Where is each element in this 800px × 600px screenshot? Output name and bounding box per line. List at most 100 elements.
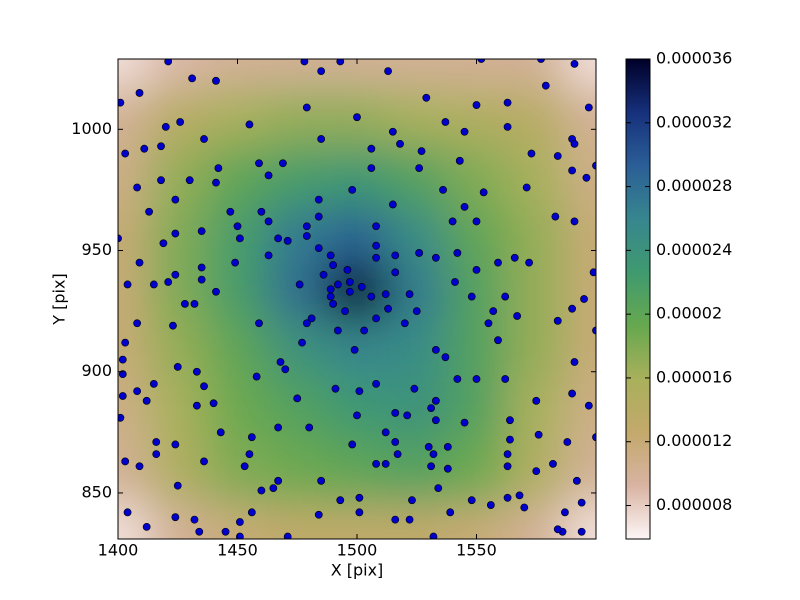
point [212, 287, 220, 296]
point [133, 319, 142, 328]
heat-cell [118, 319, 149, 379]
heat-cell [118, 437, 149, 505]
point [372, 253, 381, 262]
heat-cell [505, 59, 567, 89]
point [164, 59, 173, 66]
point [302, 319, 311, 328]
y-tick-label: 1000 [71, 119, 112, 138]
point [472, 375, 481, 383]
point [431, 346, 440, 354]
point [506, 416, 514, 425]
heat-cell [446, 59, 507, 89]
point [133, 387, 142, 396]
heat-cell [147, 87, 209, 148]
point [506, 435, 514, 444]
point [353, 411, 361, 420]
point [472, 101, 481, 109]
point [314, 212, 323, 221]
point [520, 503, 529, 512]
point [486, 501, 495, 509]
point [192, 367, 201, 376]
heat-cell [207, 377, 268, 439]
heat-cell [326, 146, 388, 209]
point [118, 355, 127, 364]
point [283, 236, 292, 245]
point [274, 476, 283, 485]
heat-cell [565, 207, 596, 266]
point [577, 527, 586, 536]
colorbar [625, 58, 651, 540]
point [345, 287, 354, 296]
point [176, 118, 185, 126]
scatter-points [118, 59, 596, 539]
y-tick-label: 950 [81, 240, 112, 259]
heat-cell [505, 503, 567, 539]
point [161, 122, 170, 131]
point [467, 292, 476, 301]
point [472, 217, 481, 226]
point [381, 290, 390, 299]
point [568, 304, 576, 313]
point [441, 353, 450, 362]
heat-cell [266, 319, 328, 379]
point [391, 251, 400, 260]
x-tick-label: 1450 [217, 541, 258, 560]
point [451, 278, 459, 286]
heat-cell [446, 207, 507, 266]
point [302, 103, 311, 112]
point [434, 484, 443, 492]
colorbar-tick-label: 0.000028 [656, 176, 732, 195]
heat-cell [446, 377, 507, 439]
heat-cell [505, 264, 567, 321]
point [568, 389, 576, 398]
point [381, 459, 390, 468]
point [510, 253, 519, 262]
point [121, 338, 130, 347]
point [173, 481, 182, 490]
heat-cell [118, 146, 149, 209]
y-tick-label: 900 [81, 361, 112, 380]
point [563, 438, 572, 446]
point [355, 387, 364, 396]
point [393, 450, 402, 459]
point [331, 384, 340, 393]
point [118, 392, 127, 400]
point [553, 525, 562, 534]
x-tick-label: 1400 [98, 541, 139, 560]
point [429, 450, 438, 459]
point [257, 207, 266, 216]
point [415, 249, 424, 257]
point [443, 464, 452, 473]
heat-cell [386, 437, 448, 505]
point [384, 67, 392, 76]
point [348, 440, 357, 449]
point [570, 217, 579, 226]
point [415, 164, 424, 172]
point [589, 268, 596, 277]
point [300, 59, 309, 66]
point [532, 396, 541, 405]
y-axis-label: Y [pix] [50, 273, 69, 325]
point [255, 319, 263, 328]
point [360, 326, 369, 335]
point [532, 467, 541, 476]
point [489, 307, 498, 316]
heat-cell [118, 503, 149, 539]
heat-cell [207, 87, 268, 148]
point [494, 258, 502, 267]
heat-cell [147, 59, 209, 89]
point [171, 440, 180, 449]
point [522, 183, 531, 192]
point [453, 375, 462, 383]
point [384, 304, 392, 313]
point [353, 113, 361, 122]
point [118, 370, 127, 379]
point [212, 76, 220, 85]
colorbar-tick-label: 0.000008 [656, 495, 732, 514]
point [333, 326, 342, 335]
point [302, 222, 311, 231]
x-tick-label: 1550 [456, 541, 497, 560]
heat-cell [207, 59, 268, 89]
heat-cell [446, 437, 507, 505]
point [422, 93, 431, 102]
